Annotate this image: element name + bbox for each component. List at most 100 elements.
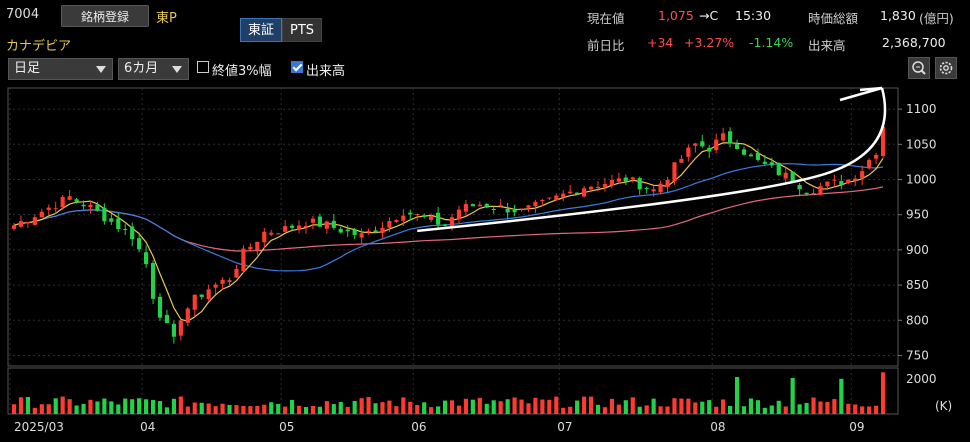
volume-bar	[463, 398, 468, 414]
date-tick-label: 07	[557, 420, 572, 434]
candle-body	[540, 199, 545, 202]
candle-body	[498, 205, 503, 207]
candle-body	[220, 279, 225, 284]
candle-body	[755, 152, 760, 160]
candle-body	[262, 231, 267, 243]
register-button[interactable]: 銘柄登録	[61, 5, 149, 27]
volume-bar	[429, 407, 434, 414]
volume-bar	[616, 404, 621, 414]
tab-pts[interactable]: PTS	[282, 18, 323, 42]
volume-bar	[762, 407, 767, 414]
candle-body	[199, 294, 204, 297]
quote-time: 15:30	[735, 8, 772, 23]
volume-bar	[512, 397, 517, 414]
candle-body	[707, 147, 712, 152]
volume-bar	[269, 402, 274, 414]
limit-checkbox[interactable]	[197, 61, 209, 73]
volume-bar	[811, 397, 816, 414]
volume-bar	[290, 399, 295, 414]
volume-bar	[867, 406, 872, 414]
candle-body	[60, 196, 65, 208]
candle-body	[456, 209, 462, 219]
volume-bar	[262, 404, 267, 414]
volume-bar	[331, 404, 336, 414]
price-tick-label: 850	[906, 278, 929, 292]
candle-body	[429, 216, 434, 220]
date-tick-label: 06	[411, 420, 426, 434]
candle-body	[248, 246, 253, 250]
candle-body	[734, 144, 740, 149]
candle-body	[776, 162, 781, 176]
candle-body	[637, 178, 642, 190]
candle-body	[804, 192, 809, 195]
market-tabs: 東証 PTS	[240, 18, 323, 42]
candle-body	[463, 204, 468, 212]
current-price-label: 現在値	[587, 11, 625, 26]
volume-bar	[484, 403, 489, 414]
volume-bar	[554, 396, 559, 414]
volume-bar	[825, 401, 830, 414]
volume-bar	[728, 406, 733, 414]
range-select[interactable]: 6カ月	[118, 58, 189, 80]
volume-bar	[436, 406, 441, 414]
candle-body	[317, 216, 322, 227]
candle-body	[394, 219, 399, 222]
candle-body	[150, 263, 156, 299]
candle-body	[338, 228, 343, 233]
volume-bar	[185, 406, 190, 414]
change-label: 前日比	[587, 38, 625, 53]
date-tick-label: 09	[849, 420, 864, 434]
candle-body	[818, 186, 823, 195]
volume-bar	[748, 398, 754, 414]
volume-bar	[693, 402, 698, 414]
price-suffix: →C	[699, 8, 719, 23]
candle-body	[575, 192, 580, 195]
volume-bar	[137, 398, 142, 414]
volume-bar	[519, 399, 524, 414]
candle-body	[672, 162, 677, 182]
volume-bar	[568, 406, 573, 414]
candle-body	[700, 141, 705, 147]
trend-curve	[417, 87, 887, 233]
candle-body	[269, 232, 274, 235]
settings-button[interactable]	[935, 57, 957, 79]
volume-bar	[498, 401, 503, 414]
candle-body	[32, 217, 37, 225]
candle-body	[88, 204, 93, 208]
candle-body	[651, 189, 656, 192]
price-axis: 750 800 850 900 950 1000 1050 1100	[898, 102, 937, 362]
volume-bar	[164, 407, 170, 414]
candle-body	[213, 284, 218, 288]
candle-body	[310, 218, 316, 223]
candle-body	[609, 180, 614, 186]
volume-checkbox[interactable]	[291, 61, 303, 73]
volume-bar	[373, 403, 378, 414]
candle-body	[255, 241, 260, 251]
volume-bar	[609, 398, 614, 414]
volume-bar	[150, 399, 156, 414]
volume-bar	[81, 403, 86, 414]
candle-body	[345, 229, 350, 232]
candle-body	[290, 225, 295, 228]
volume-bar	[192, 402, 197, 414]
candle-body	[276, 233, 281, 235]
chart-grid	[7, 87, 899, 415]
volume-bar	[860, 406, 865, 414]
volume-bar	[53, 398, 58, 414]
volume-bar	[408, 401, 413, 414]
volume-bar	[755, 400, 760, 414]
candle-body	[18, 221, 24, 227]
volume-bar	[491, 400, 496, 414]
candle-body	[825, 181, 830, 187]
zoom-button[interactable]	[908, 57, 930, 79]
volume-bar	[561, 407, 566, 414]
tab-tse[interactable]: 東証	[240, 18, 283, 42]
period-select[interactable]: 日足	[8, 58, 113, 80]
volume-bar	[317, 406, 322, 414]
candle-body	[526, 205, 531, 208]
volume-bar	[130, 399, 135, 414]
volume-bars	[11, 372, 886, 414]
candle-body	[874, 154, 879, 159]
candle-body	[137, 238, 142, 250]
price-tick-label: 800	[906, 313, 929, 327]
